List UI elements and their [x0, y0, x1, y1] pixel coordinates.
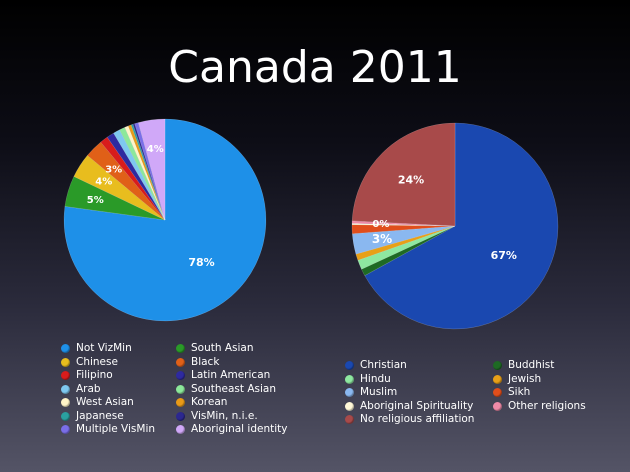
legend-label: Latin American	[191, 369, 271, 381]
pie-label-black: 3%	[105, 165, 122, 176]
legend-label: Filipino	[76, 369, 113, 381]
legend-swatch	[176, 344, 185, 353]
pie-label-not-vizmin: 78%	[188, 256, 214, 269]
legend-swatch	[61, 411, 70, 421]
legend-label: Buddhist	[508, 359, 555, 371]
legend-label: West Asian	[76, 396, 134, 408]
pie-slice-christian	[364, 122, 559, 330]
pie-slice-south-asian	[64, 176, 166, 221]
legend-label: Arab	[76, 382, 101, 395]
pie-label-aboriginal-identity: 4%	[147, 144, 164, 155]
legend-swatch	[61, 384, 70, 394]
legend-label: No religious affiliation	[360, 413, 475, 425]
legend-swatch	[61, 425, 70, 434]
legend-label: Aboriginal Spirituality	[360, 399, 474, 412]
pie-slice-southeast-asian	[119, 127, 166, 221]
pie-slice-aboriginal-identity	[138, 118, 166, 221]
legend-swatch	[176, 425, 185, 434]
legend-swatch	[493, 361, 502, 370]
legend-swatch	[345, 388, 354, 397]
legend-swatch	[61, 398, 70, 407]
pie-slice-buddhist	[361, 225, 456, 276]
pie-slice-vismin-n-i-e	[132, 123, 166, 221]
legend-swatch	[345, 374, 354, 384]
pie-label-chinese: 4%	[95, 177, 112, 188]
legend-label: Chinese	[76, 355, 118, 368]
pie-slice-chinese	[73, 155, 166, 221]
pie-slice-muslim	[352, 225, 456, 255]
ethnicity-pie-chart: 78%5%4%3%4%	[63, 118, 267, 322]
pie-slice-west-asian	[124, 125, 166, 221]
pie-slice-hindu	[357, 225, 456, 270]
legend-label: Japanese	[76, 409, 124, 422]
legend-swatch	[61, 344, 70, 353]
legend-swatch	[176, 398, 185, 407]
legend-swatch	[61, 371, 70, 380]
pie-slice-arab	[113, 129, 166, 221]
legend-label: Not VizMin	[76, 342, 132, 354]
legend-label: VisMin, n.i.e.	[191, 409, 258, 422]
pie-label-muslim: 3%	[372, 232, 392, 246]
legend-label: Christian	[360, 359, 407, 371]
legend-label: Other religions	[508, 399, 586, 412]
legend-swatch	[176, 384, 185, 394]
legend-swatch	[493, 401, 502, 411]
legend-swatch	[176, 357, 185, 367]
legend-label: Korean	[191, 396, 228, 408]
pie-slice-sikh	[351, 224, 456, 234]
legend-swatch	[493, 374, 502, 384]
pie-slice-no-religious-affiliation	[351, 122, 456, 227]
legend-label: Jewish	[508, 372, 542, 385]
legend-label: Muslim	[360, 386, 398, 398]
pie-slice-korean	[127, 124, 166, 221]
religion-legend: Christian Hindu Muslim Aboriginal Spiritual…	[345, 358, 605, 438]
legend-swatch	[345, 361, 354, 370]
pie-slice-jewish	[355, 225, 456, 261]
legend-swatch	[176, 411, 185, 421]
pie-slice-filipino	[100, 136, 166, 221]
legend-swatch	[176, 371, 185, 380]
pie-slice-black	[87, 141, 166, 221]
legend-label: Hindu	[360, 372, 391, 385]
slide-title: Canada 2011	[168, 42, 462, 93]
legend-label: Aboriginal identity	[191, 423, 288, 435]
legend-swatch	[345, 415, 354, 424]
pie-slice-not-vizmin	[63, 118, 267, 322]
pie-slice-japanese	[130, 123, 166, 221]
legend-label: Multiple VisMin	[76, 423, 156, 435]
pie-label-other-religions: 0%	[372, 219, 389, 230]
pie-label-no-religious-affiliation: 24%	[398, 174, 424, 187]
legend-swatch	[345, 401, 354, 411]
pie-label-christian: 67%	[491, 249, 517, 262]
legend-label: Black	[191, 355, 220, 368]
pie-slice-multiple-vismin	[134, 122, 166, 221]
pie-slice-other-religions	[351, 220, 456, 227]
legend-swatch	[61, 357, 70, 367]
legend-label: South Asian	[191, 342, 254, 354]
pie-slice-aboriginal-spirituality	[351, 223, 456, 227]
pie-label-south-asian: 5%	[87, 195, 104, 206]
religion-pie-chart: 67% 3% 0% 24%	[351, 122, 559, 330]
legend-label: Southeast Asian	[191, 382, 276, 395]
legend-label: Sikh	[508, 386, 531, 398]
legend-swatch	[493, 388, 502, 397]
pie-slice-latin-american	[106, 132, 166, 221]
ethnicity-legend: Not VizMin Chinese Filipino Arab West Asian J…	[61, 341, 321, 441]
